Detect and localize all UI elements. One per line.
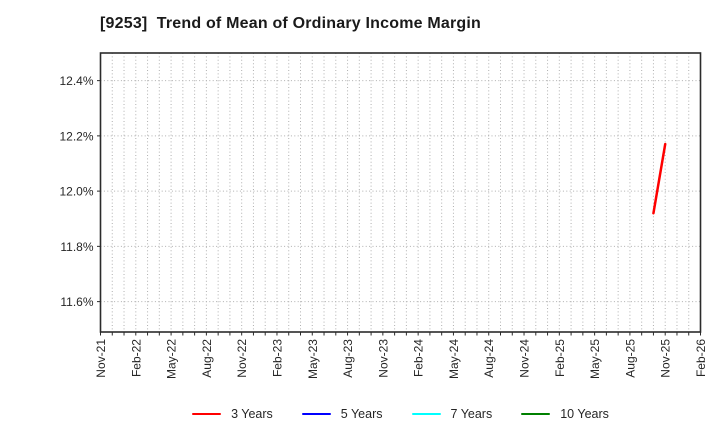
legend-item-7-years: 7 Years xyxy=(411,407,493,421)
y-tick-label: 11.8% xyxy=(60,240,93,254)
x-tick-label: Aug-24 xyxy=(482,339,496,378)
x-tick-label: Feb-22 xyxy=(129,339,143,377)
x-tick-label: Nov-22 xyxy=(235,339,249,378)
legend-label: 5 Years xyxy=(340,407,383,421)
x-tick-label: Feb-25 xyxy=(553,339,567,377)
chart-title: [9253] Trend of Mean of Ordinary Income … xyxy=(100,15,482,32)
x-tick-label: May-25 xyxy=(588,339,602,379)
legend-item-10-years: 10 Years xyxy=(521,407,609,421)
legend-item-5-years: 5 Years xyxy=(301,407,383,421)
x-tick-label: Feb-23 xyxy=(270,339,284,377)
legend-line-swatch-10-years xyxy=(521,412,551,416)
y-tick-label: 12.0% xyxy=(59,185,93,199)
x-tick-label: Nov-21 xyxy=(94,339,108,378)
x-tick-label: May-23 xyxy=(306,339,320,379)
x-tick-label: Aug-22 xyxy=(200,339,214,378)
x-tick-label: Nov-25 xyxy=(659,339,673,378)
legend-label: 10 Years xyxy=(560,407,609,421)
x-tick-label: May-22 xyxy=(165,339,179,379)
x-tick-label: Nov-24 xyxy=(518,339,532,378)
y-tick-label: 12.4% xyxy=(59,74,93,88)
x-tick-label: Aug-25 xyxy=(623,339,637,378)
series-line-3-years xyxy=(652,142,667,215)
x-tick-label: Feb-24 xyxy=(412,339,426,377)
legend-line-swatch-5-years xyxy=(301,412,331,416)
x-tick-label: Feb-26 xyxy=(694,339,708,377)
x-tick-label: May-24 xyxy=(447,339,461,379)
y-tick-label: 12.2% xyxy=(59,129,93,143)
legend: 3 Years 5 Years 7 Years 10 Years xyxy=(100,407,701,421)
legend-label: 7 Years xyxy=(450,407,493,421)
x-tick-label: Nov-23 xyxy=(376,339,390,378)
y-tick-label: 11.6% xyxy=(60,295,93,309)
x-tick-label: Aug-23 xyxy=(341,339,355,378)
plot-border xyxy=(99,52,702,333)
legend-item-3-years: 3 Years xyxy=(192,407,273,421)
legend-line-swatch-3-years xyxy=(192,412,222,416)
legend-label: 3 Years xyxy=(231,407,273,421)
legend-line-swatch-7-years xyxy=(411,412,441,416)
